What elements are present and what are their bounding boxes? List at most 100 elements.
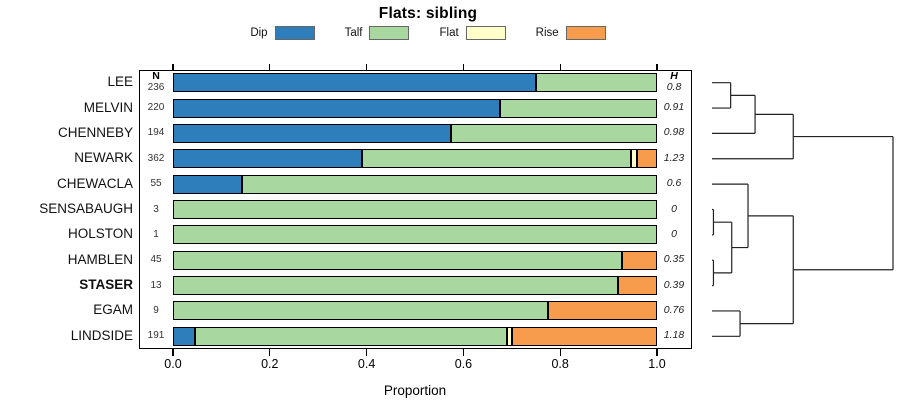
- h-value-lindside: 1.18: [663, 329, 685, 342]
- h-value-egam: 0.76: [663, 303, 685, 316]
- row-label-lee: LEE: [107, 74, 133, 90]
- row-label-melvin: MELVIN: [83, 99, 133, 115]
- legend: Dip Talf Flat Rise: [0, 26, 856, 40]
- bar-row-egam: [173, 301, 657, 321]
- n-value-lindside: 191: [147, 330, 165, 342]
- bar-segment-talf: [499, 98, 657, 118]
- bar-segment-rise: [618, 276, 657, 296]
- bar-row-chewacla: [173, 174, 657, 194]
- axis-tick-top: [656, 63, 658, 70]
- axis-tick-bottom: [269, 349, 271, 356]
- h-value-chenneby: 0.98: [663, 126, 685, 139]
- bar-segment-rise: [548, 301, 657, 321]
- h-column-header: H: [670, 69, 678, 82]
- bar-segment-dip: [173, 98, 500, 118]
- n-value-staser: 13: [150, 279, 162, 291]
- legend-swatch-talf: [369, 26, 410, 40]
- axis-tick-top: [462, 63, 465, 70]
- bar-segment-talf: [536, 73, 657, 93]
- axis-tick-bottom: [172, 349, 174, 356]
- n-value-holston: 1: [153, 228, 159, 240]
- bar-segment-dip: [173, 174, 242, 194]
- n-value: 236: [147, 81, 165, 93]
- bar-segment-talf: [451, 123, 657, 143]
- legend-item-talf: Talf: [345, 26, 410, 40]
- axis-tick-top: [172, 63, 174, 70]
- h-value-hamblen: 0.35: [663, 253, 685, 266]
- h-value-staser: 0.39: [663, 278, 685, 291]
- bar-segment-dip: [173, 123, 452, 143]
- row-label-newark: NEWARK: [74, 150, 133, 166]
- row-label-hamblen: HAMBLEN: [67, 251, 133, 267]
- legend-swatch-rise: [565, 26, 606, 40]
- n-value-melvin: 220: [147, 102, 165, 114]
- axis-tick-bottom: [656, 349, 658, 356]
- axis-tick-top: [365, 63, 368, 70]
- bar-segment-dip: [173, 149, 362, 169]
- bar-row-melvin: [173, 98, 657, 118]
- bar-segment-rise: [636, 149, 657, 169]
- bar-segment-talf: [173, 301, 549, 321]
- axis-tick-top: [559, 63, 561, 70]
- axis-tick-label: 0.2: [261, 357, 279, 371]
- bar-row-hamblen: [173, 250, 657, 270]
- legend-swatch-flat: [465, 26, 506, 40]
- axis-tick-label: 0.4: [357, 357, 376, 371]
- axis-tick-bottom: [365, 349, 368, 356]
- bar-segment-talf: [173, 250, 623, 270]
- n-column-header: N: [152, 69, 160, 82]
- bar-row-lindside: [173, 326, 657, 346]
- x-axis-label: Proportion: [383, 383, 447, 398]
- legend-item-dip: Dip: [250, 26, 315, 40]
- h-value-lee: H 0.8: [658, 69, 691, 93]
- n-value-sensabaugh: 3: [153, 203, 159, 215]
- n-value-chewacla: 55: [150, 178, 162, 190]
- row-label-staser: STASER: [79, 277, 133, 293]
- row-label-lindside: LINDSIDE: [70, 327, 133, 343]
- bar-segment-flat: [506, 326, 512, 346]
- bar-row-chenneby: [173, 123, 657, 143]
- row-label-egam: EGAM: [93, 302, 133, 318]
- h-value-newark: 1.23: [663, 151, 685, 164]
- legend-label: Rise: [535, 27, 559, 39]
- bar-segment-talf: [361, 149, 631, 169]
- axis-tick-label: 0.8: [551, 357, 569, 371]
- bar-segment-dip: [173, 326, 195, 346]
- h-value-melvin: 0.91: [663, 101, 685, 114]
- bar-row-staser: [173, 276, 657, 296]
- h-value-holston: 0: [671, 227, 677, 240]
- bar-segment-talf: [241, 174, 657, 194]
- n-value-lee: N 236: [140, 69, 173, 93]
- legend-label: Talf: [344, 27, 363, 39]
- chart-title: Flats: sibling: [378, 5, 478, 22]
- row-label-chewacla: CHEWACLA: [56, 175, 133, 191]
- axis-tick-label: 1.0: [648, 357, 666, 371]
- bar-segment-talf: [194, 326, 507, 346]
- legend-label: Flat: [439, 27, 459, 39]
- bar-segment-talf: [173, 225, 657, 245]
- h-value-sensabaugh: 0: [671, 202, 677, 215]
- row-label-chenneby: CHENNEBY: [57, 124, 133, 140]
- bar-row-holston: [173, 225, 657, 245]
- n-value-hamblen: 45: [150, 254, 162, 266]
- row-label-sensabaugh: SENSABAUGH: [39, 201, 133, 216]
- bar-row-lee: [173, 73, 657, 93]
- bar-segment-dip: [173, 73, 536, 93]
- n-value-egam: 9: [153, 304, 159, 316]
- legend-item-flat: Flat: [439, 26, 506, 40]
- bar-row-sensabaugh: [173, 200, 657, 219]
- legend-swatch-dip: [274, 26, 315, 40]
- legend-label: Dip: [250, 27, 268, 39]
- plot-box: [139, 70, 692, 349]
- bar-segment-talf: [173, 200, 657, 219]
- axis-tick-bottom: [559, 349, 561, 356]
- bar-segment-talf: [173, 276, 619, 296]
- axis-tick-label: 0.0: [164, 357, 182, 371]
- legend-item-rise: Rise: [536, 26, 606, 40]
- bar-segment-rise: [622, 250, 657, 270]
- bar-row-newark: [173, 149, 657, 169]
- h-value-chewacla: 0.6: [666, 177, 682, 190]
- n-value-chenneby: 194: [147, 127, 165, 139]
- n-value-newark: 362: [147, 152, 165, 164]
